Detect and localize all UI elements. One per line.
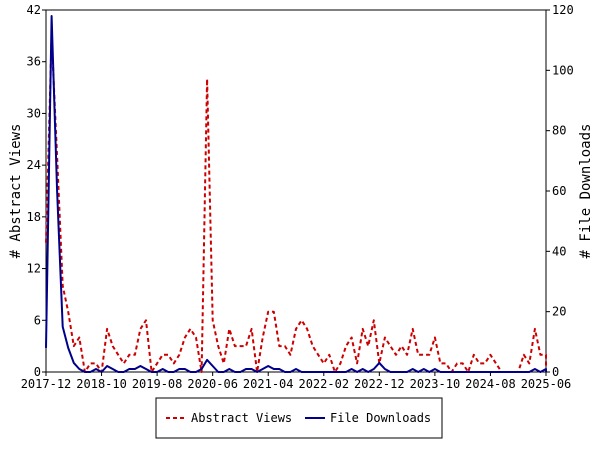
right-tick-label: 100 bbox=[552, 63, 574, 77]
legend: Abstract Views File Downloads bbox=[155, 397, 443, 439]
left-tick-label: 18 bbox=[27, 210, 41, 224]
x-tick-label: 2022-02 bbox=[298, 377, 349, 391]
x-tick-label: 2017-12 bbox=[21, 377, 72, 391]
right-y-axis: 0 20 40 60 80 100 120 bbox=[546, 3, 574, 379]
series-layer bbox=[45, 15, 547, 373]
left-tick-label: 42 bbox=[27, 3, 41, 17]
left-y-axis: 0 6 12 18 24 30 36 42 bbox=[27, 3, 46, 379]
x-tick-label: 2023-10 bbox=[410, 377, 461, 391]
x-tick-label: 2020-06 bbox=[187, 377, 238, 391]
x-tick-label: 2025-06 bbox=[521, 377, 572, 391]
x-tick-label: 2022-12 bbox=[354, 377, 405, 391]
left-tick-label: 6 bbox=[34, 313, 41, 327]
left-axis-label: # Abstract Views bbox=[8, 124, 24, 259]
file-downloads-line bbox=[45, 15, 547, 373]
x-axis: 2017-12 2018-10 2019-08 2020-06 2021-04 2022-… bbox=[21, 372, 572, 391]
right-tick-label: 120 bbox=[552, 3, 574, 17]
right-axis-label: # File Downloads bbox=[578, 124, 594, 259]
legend-file-downloads-label: File Downloads bbox=[330, 411, 431, 425]
x-tick-label: 2021-04 bbox=[243, 377, 294, 391]
legend-box bbox=[155, 397, 443, 439]
right-tick-label: 0 bbox=[552, 365, 559, 379]
left-tick-label: 30 bbox=[27, 106, 41, 120]
legend-abstract-views-label: Abstract Views bbox=[191, 411, 292, 425]
right-tick-label: 40 bbox=[552, 244, 566, 258]
right-tick-label: 80 bbox=[552, 124, 566, 138]
left-tick-label: 0 bbox=[34, 365, 41, 379]
plot-area bbox=[45, 9, 547, 373]
left-tick-label: 12 bbox=[27, 262, 41, 276]
right-tick-label: 60 bbox=[552, 184, 566, 198]
right-tick-label: 20 bbox=[552, 305, 566, 319]
x-tick-label: 2024-08 bbox=[465, 377, 516, 391]
x-tick-label: 2019-08 bbox=[132, 377, 183, 391]
x-tick-label: 2018-10 bbox=[76, 377, 127, 391]
left-tick-label: 24 bbox=[27, 158, 41, 172]
left-tick-label: 36 bbox=[27, 55, 41, 69]
abstract-views-line bbox=[45, 34, 547, 373]
